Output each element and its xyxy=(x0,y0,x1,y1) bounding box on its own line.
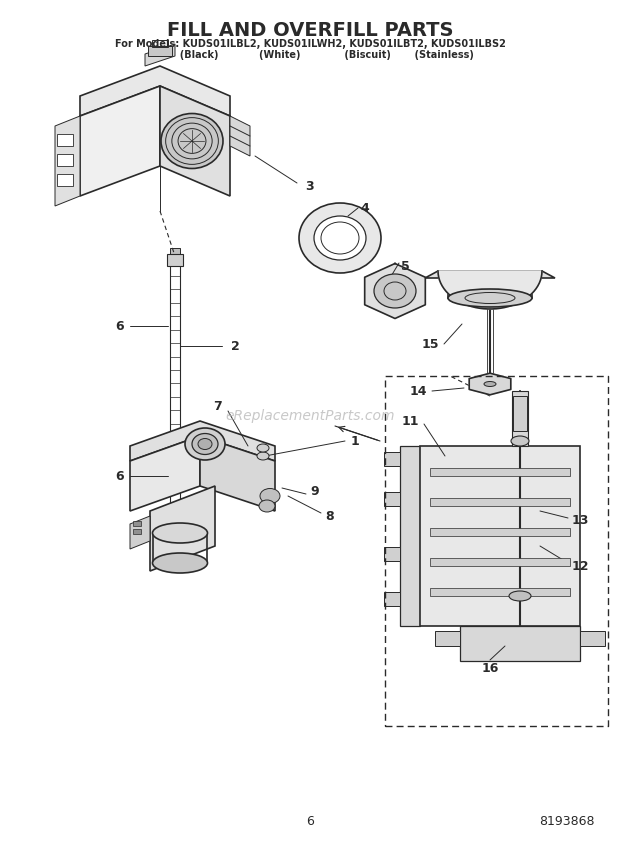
Polygon shape xyxy=(130,516,150,549)
Polygon shape xyxy=(425,271,555,278)
Text: 6: 6 xyxy=(116,469,125,483)
Text: 6: 6 xyxy=(116,319,125,332)
Ellipse shape xyxy=(511,436,529,446)
Polygon shape xyxy=(230,116,250,156)
Polygon shape xyxy=(165,521,185,529)
Polygon shape xyxy=(400,446,420,626)
Polygon shape xyxy=(167,254,183,266)
Text: 12: 12 xyxy=(571,560,589,573)
Text: (Black)            (White)             (Biscuit)       (Stainless): (Black) (White) (Biscuit) (Stainless) xyxy=(146,50,474,60)
Text: 6: 6 xyxy=(306,815,314,828)
Bar xyxy=(148,46,172,56)
Polygon shape xyxy=(365,264,425,318)
Ellipse shape xyxy=(314,216,366,260)
Bar xyxy=(57,174,73,186)
Bar xyxy=(430,468,570,476)
Bar xyxy=(133,529,141,534)
Ellipse shape xyxy=(153,553,208,573)
Polygon shape xyxy=(160,86,230,196)
Bar xyxy=(580,631,605,646)
Text: FILL AND OVERFILL PARTS: FILL AND OVERFILL PARTS xyxy=(167,21,453,40)
Ellipse shape xyxy=(257,452,269,460)
Bar xyxy=(57,134,73,146)
Ellipse shape xyxy=(509,591,531,601)
Polygon shape xyxy=(460,626,580,661)
Ellipse shape xyxy=(192,433,218,455)
Bar xyxy=(57,154,73,166)
Bar xyxy=(170,248,180,255)
Ellipse shape xyxy=(161,114,223,169)
Ellipse shape xyxy=(257,444,269,452)
Bar xyxy=(512,391,528,446)
Polygon shape xyxy=(200,436,275,511)
Ellipse shape xyxy=(153,523,208,543)
Polygon shape xyxy=(130,421,275,461)
Text: 5: 5 xyxy=(401,259,409,272)
Polygon shape xyxy=(130,436,200,511)
Text: 7: 7 xyxy=(214,400,223,413)
Text: 8: 8 xyxy=(326,509,334,522)
Bar xyxy=(384,492,400,506)
Bar xyxy=(133,521,141,526)
Polygon shape xyxy=(420,446,580,626)
Polygon shape xyxy=(150,486,215,571)
Text: 16: 16 xyxy=(481,662,498,675)
Bar xyxy=(152,40,168,47)
Text: 11: 11 xyxy=(401,414,418,427)
Bar xyxy=(513,396,527,431)
Ellipse shape xyxy=(198,438,212,449)
Text: eReplacementParts.com: eReplacementParts.com xyxy=(225,409,395,423)
Bar xyxy=(384,592,400,606)
Ellipse shape xyxy=(185,428,225,460)
Bar xyxy=(430,498,570,506)
Text: 8193868: 8193868 xyxy=(539,815,595,828)
Polygon shape xyxy=(80,66,230,116)
Text: 1: 1 xyxy=(351,435,360,448)
Ellipse shape xyxy=(448,289,532,307)
Text: 13: 13 xyxy=(571,514,588,527)
Bar xyxy=(430,558,570,566)
Polygon shape xyxy=(448,278,532,298)
Polygon shape xyxy=(438,271,542,309)
Bar xyxy=(430,528,570,536)
Text: 15: 15 xyxy=(421,337,439,350)
Text: 14: 14 xyxy=(409,384,427,397)
Bar xyxy=(384,452,400,466)
Ellipse shape xyxy=(260,489,280,503)
Polygon shape xyxy=(55,116,80,206)
Ellipse shape xyxy=(374,274,416,308)
Bar xyxy=(430,588,570,596)
Polygon shape xyxy=(145,44,175,66)
Text: For Models: KUDS01ILBL2, KUDS01ILWH2, KUDS01ILBT2, KUDS01ILBS2: For Models: KUDS01ILBL2, KUDS01ILWH2, KU… xyxy=(115,39,505,49)
Polygon shape xyxy=(80,86,160,196)
Bar xyxy=(185,522,193,526)
Polygon shape xyxy=(469,373,511,395)
Ellipse shape xyxy=(259,500,275,512)
Text: 4: 4 xyxy=(361,201,370,215)
Bar xyxy=(384,547,400,561)
Text: 3: 3 xyxy=(306,180,314,193)
Ellipse shape xyxy=(299,203,381,273)
Text: 9: 9 xyxy=(311,484,319,497)
Text: 2: 2 xyxy=(231,340,239,353)
Ellipse shape xyxy=(484,382,496,387)
Bar xyxy=(435,631,460,646)
